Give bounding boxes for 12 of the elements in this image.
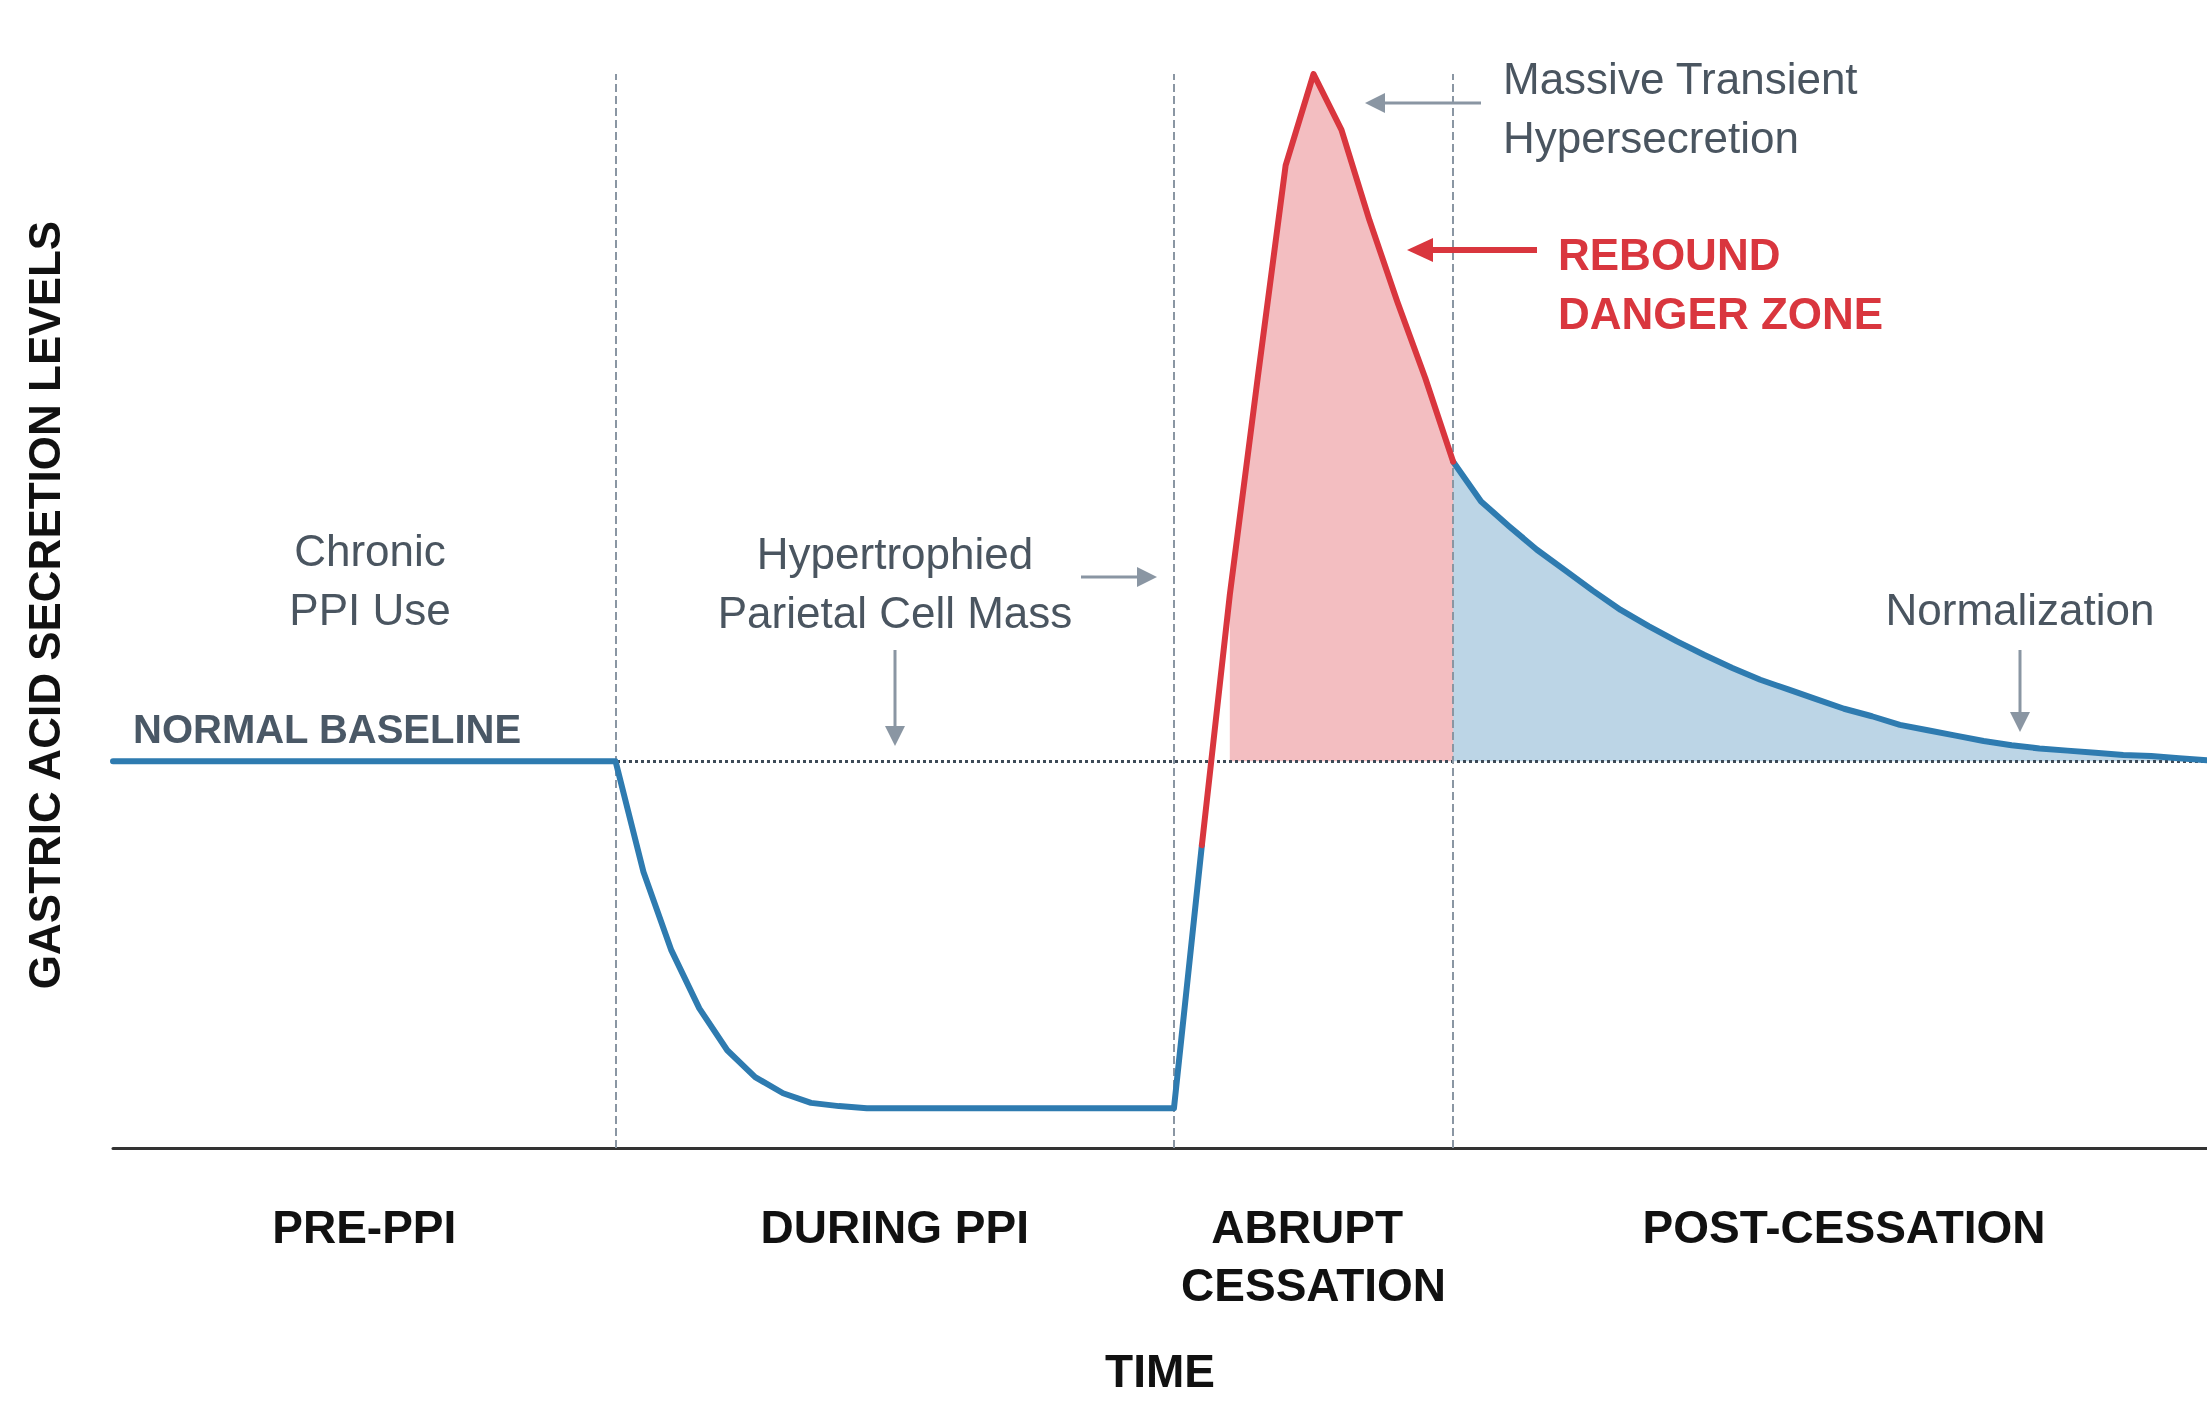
x-axis-title: TIME <box>1105 1345 1215 1397</box>
y-axis-title: GASTRIC ACID SECRETION LEVELS <box>19 220 69 990</box>
x-tick-label: ABRUPT CESSATION <box>1181 1201 1447 1311</box>
x-tick-label: PRE-PPI <box>272 1201 457 1253</box>
annotation: REBOUND DANGER ZONE <box>1558 229 1885 340</box>
ref-line-label: NORMAL BASELINE <box>133 707 522 752</box>
x-tick-label: DURING PPI <box>760 1201 1029 1253</box>
x-tick-label: POST-CESSATION <box>1642 1201 2046 1253</box>
annotation: Massive Transient Hypersecretion <box>1503 53 1859 164</box>
annotation: Chronic PPI Use <box>288 525 452 636</box>
annotation: Hypertrophied Parietal Cell Mass <box>716 528 1074 639</box>
annotation: Normalization <box>1884 584 2156 636</box>
